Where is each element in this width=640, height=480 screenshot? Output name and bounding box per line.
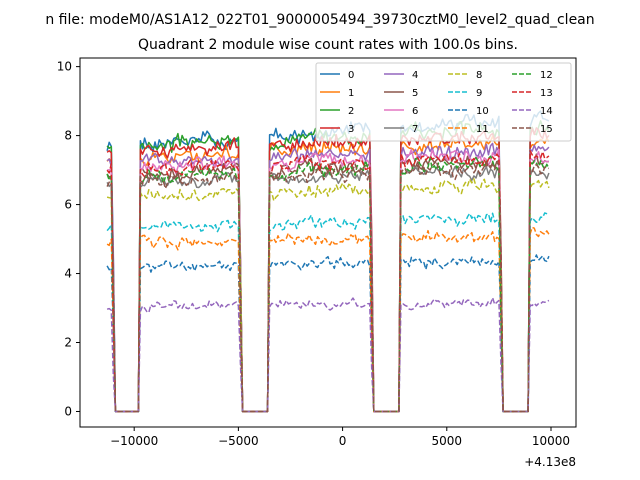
x-axis: −10000 −5000 0 5000 10000 <box>110 427 570 448</box>
legend-box <box>315 62 572 142</box>
series-line-15 <box>106 160 550 413</box>
series-line-9 <box>106 212 550 413</box>
series-line-13 <box>106 150 550 413</box>
x-tick-label: 0 <box>339 434 347 448</box>
x-tick-label: 5000 <box>432 434 463 448</box>
legend-label-13: 13 <box>540 88 553 99</box>
y-axis: 0 2 4 6 8 10 <box>57 60 80 418</box>
legend-label-5: 5 <box>412 88 418 99</box>
legend-label-1: 1 <box>348 88 354 99</box>
legend-label-3: 3 <box>348 124 354 135</box>
y-tick-label: 2 <box>64 336 72 350</box>
legend-label-6: 6 <box>412 106 418 117</box>
series-line-1 <box>106 135 550 413</box>
legend-label-9: 9 <box>476 88 482 99</box>
y-tick-label: 10 <box>57 60 72 74</box>
x-tick-label: −5000 <box>218 434 259 448</box>
legend-label-0: 0 <box>348 70 354 81</box>
legend-label-14: 14 <box>540 106 553 117</box>
figure-suptitle: n file: modeM0/AS1A12_022T01_9000005494_… <box>45 12 594 28</box>
legend-label-7: 7 <box>412 124 418 135</box>
y-tick-label: 0 <box>64 404 72 418</box>
y-tick-label: 6 <box>64 198 72 212</box>
y-tick-label: 8 <box>64 129 72 143</box>
legend-label-15: 15 <box>540 124 553 135</box>
x-tick-label: −10000 <box>110 434 158 448</box>
x-tick-label: 10000 <box>532 434 570 448</box>
legend-label-2: 2 <box>348 106 354 117</box>
y-tick-label: 4 <box>64 267 72 281</box>
legend-label-11: 11 <box>476 124 489 135</box>
series-line-12 <box>106 155 550 413</box>
axes-frame <box>79 57 577 428</box>
legend-label-8: 8 <box>476 70 482 81</box>
legend-label-10: 10 <box>476 106 489 117</box>
series-line-10 <box>106 254 550 413</box>
series-line-8 <box>106 178 550 413</box>
x-axis-offset-label: +4.13e8 <box>524 455 576 469</box>
series-layer <box>106 110 550 413</box>
legend-label-12: 12 <box>540 70 553 81</box>
legend-label-4: 4 <box>412 70 418 81</box>
chart-title: Quadrant 2 module wise count rates with … <box>138 37 518 53</box>
